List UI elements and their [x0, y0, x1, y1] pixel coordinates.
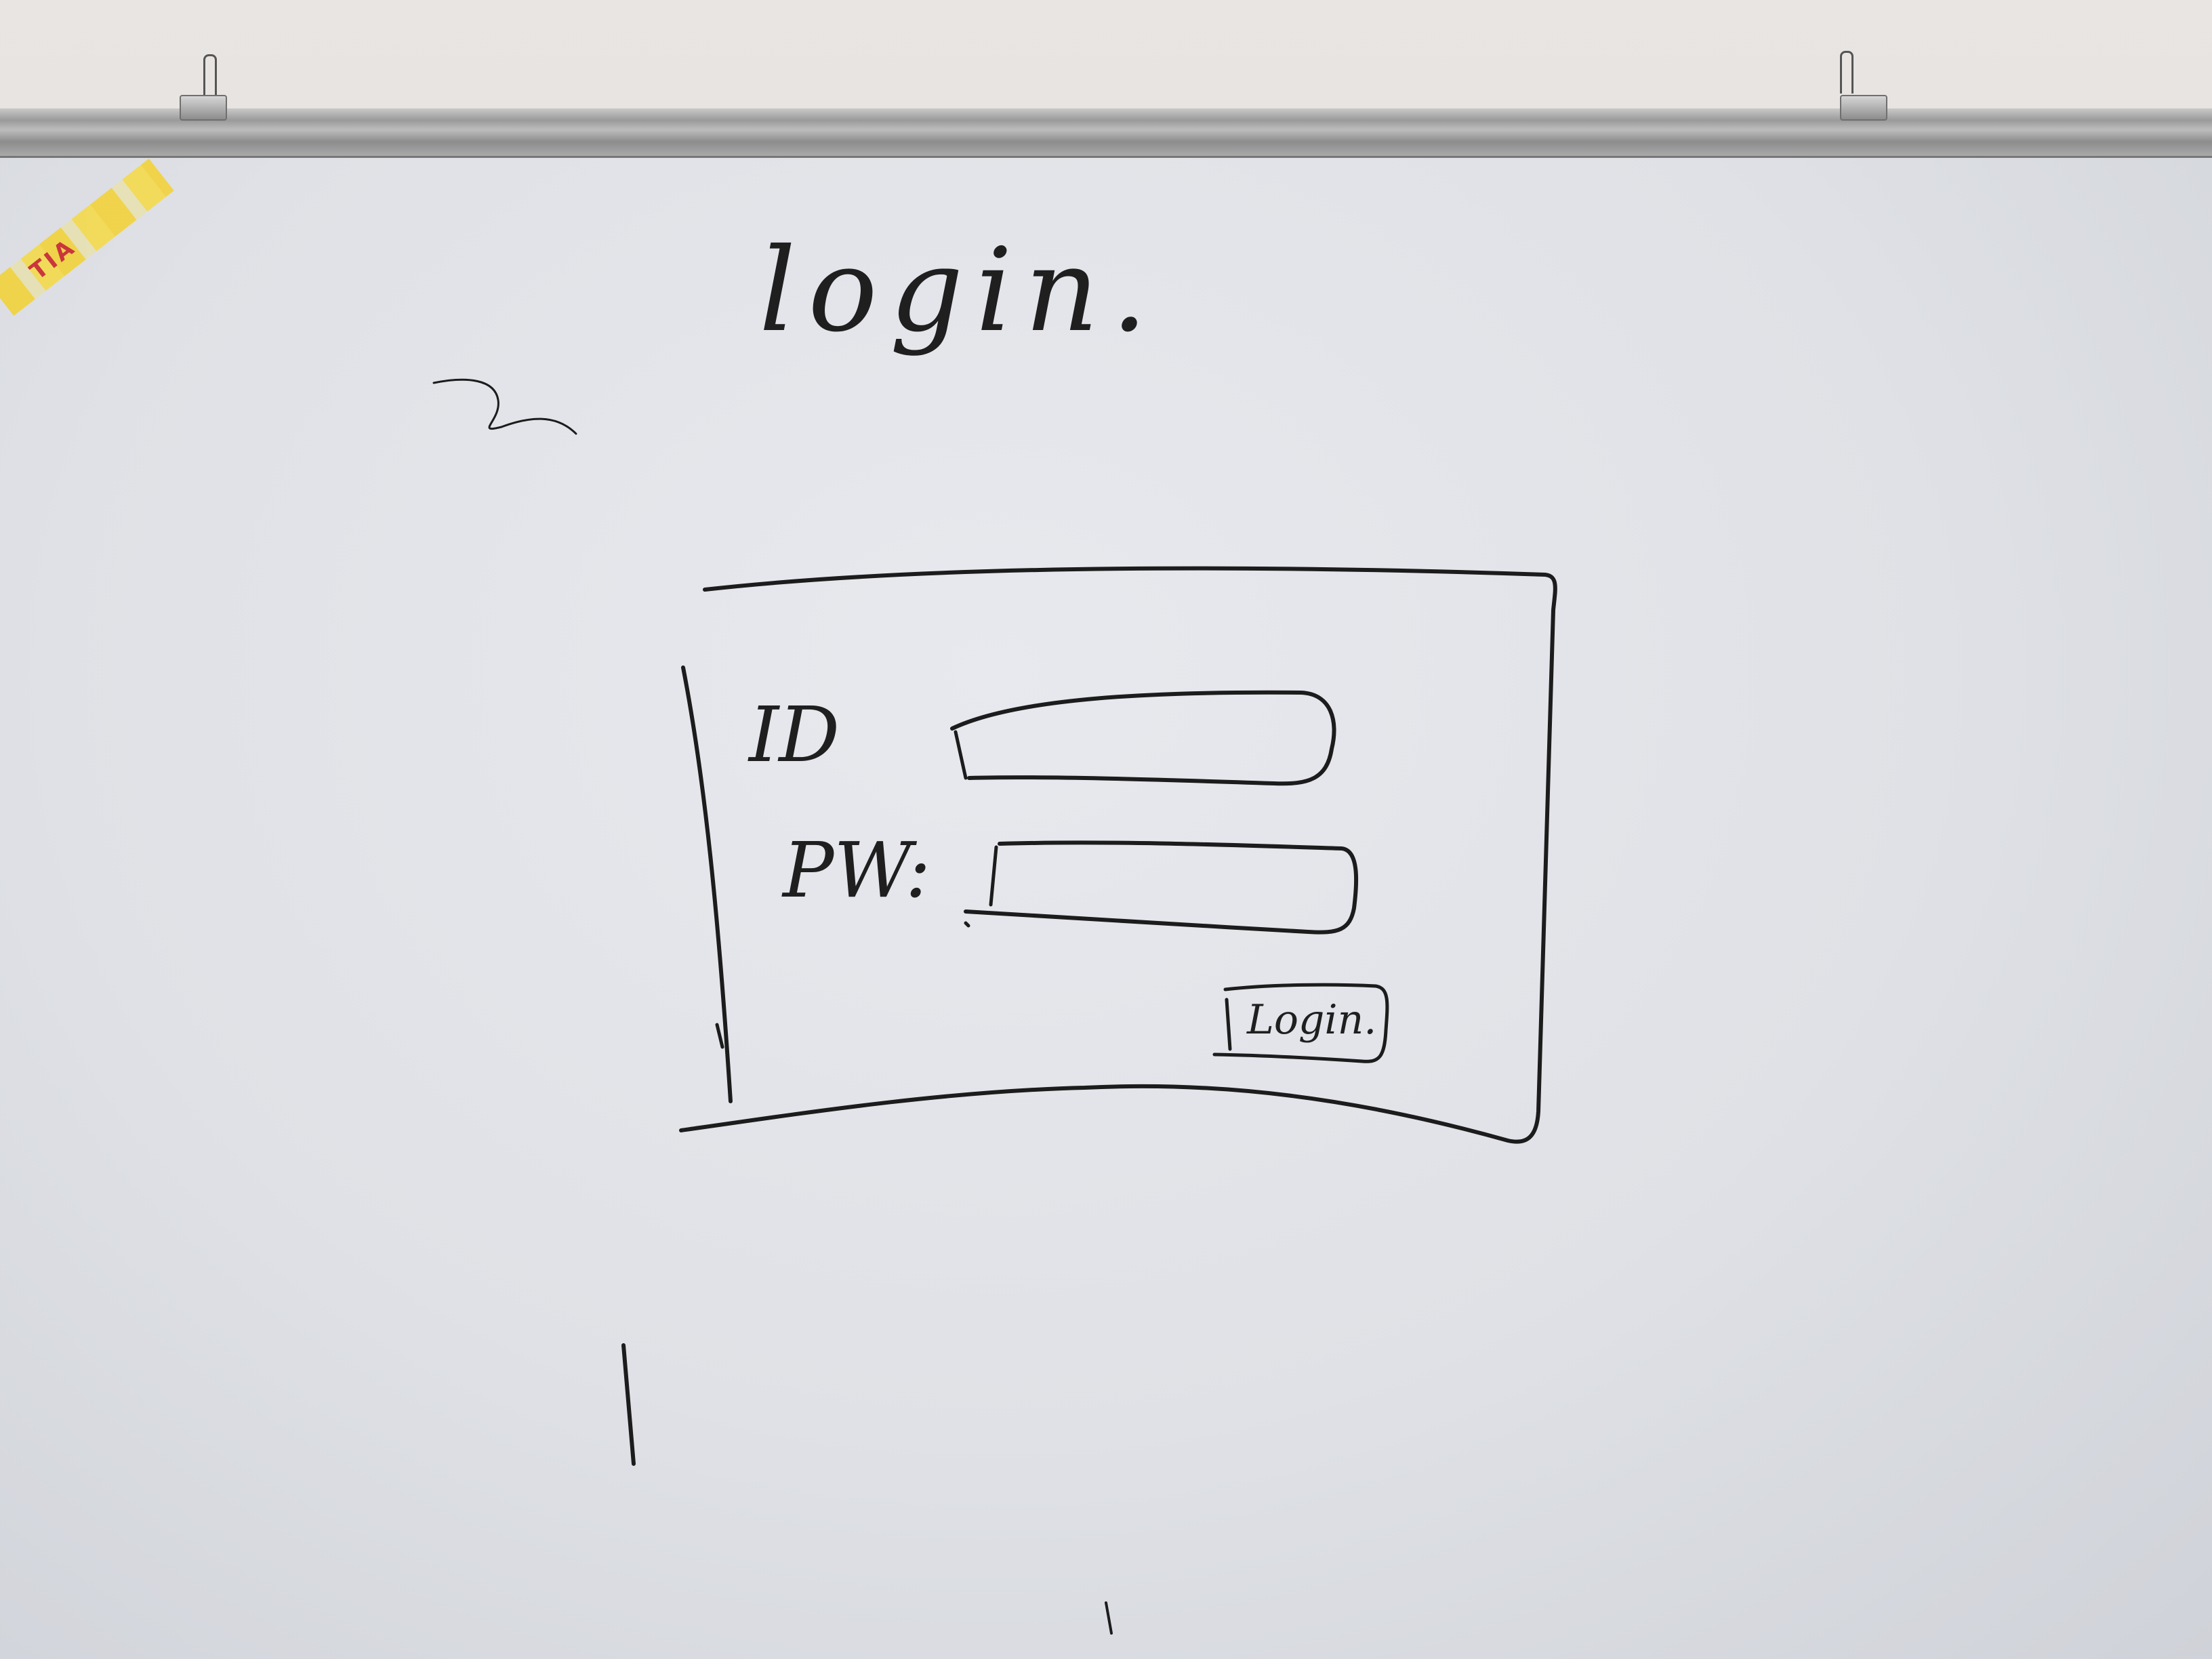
left-hanging-hook — [203, 54, 217, 97]
login-button-cursor — [1225, 998, 1232, 1051]
login-form-frame-left-tick — [715, 1023, 724, 1049]
login-button-frame — [1212, 983, 1389, 1063]
pw-field-label: PW: — [783, 827, 931, 915]
login-form-frame-left-edge — [681, 665, 733, 1103]
login-form-frame — [679, 566, 1557, 1144]
pw-input-cursor-dot — [964, 921, 970, 928]
stray-bottom-mark — [1105, 1601, 1113, 1635]
id-field-label: ID — [749, 691, 840, 779]
right-hanging-hook — [1840, 51, 1853, 94]
right-rail-clip — [1840, 95, 1887, 121]
left-rail-clip — [180, 95, 227, 121]
pw-input-cursor — [989, 845, 998, 907]
scribble-mark — [432, 378, 577, 435]
id-input-box — [950, 690, 1336, 786]
whiteboard — [0, 146, 2212, 1659]
page-title: login. — [759, 224, 1160, 358]
stray-vertical-line — [621, 1343, 636, 1466]
pw-input-box — [964, 840, 1359, 935]
id-input-cursor — [954, 730, 968, 780]
login-button-label: Login. — [1247, 996, 1377, 1044]
